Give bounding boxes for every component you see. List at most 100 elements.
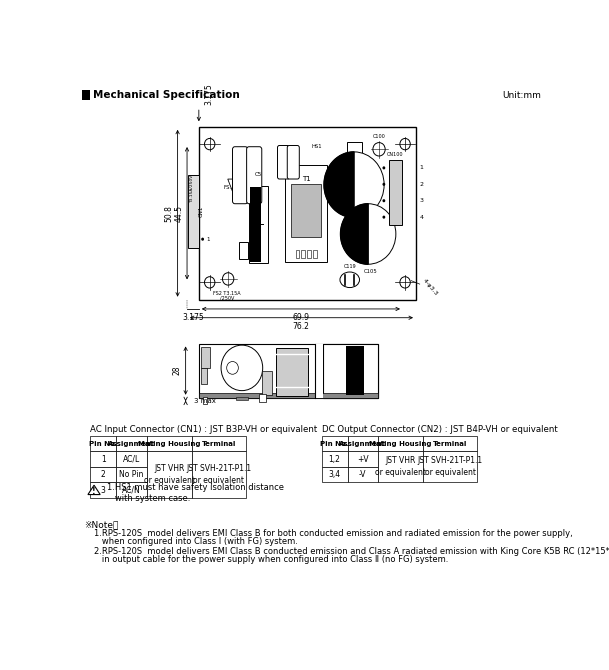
Circle shape [340,204,396,264]
Bar [315,344,323,398]
Text: T3.15A/250V: T3.15A/250V [190,175,194,203]
Bar [346,346,364,395]
Bar [262,371,272,395]
Bar [347,143,362,153]
Text: 3,4: 3,4 [328,470,340,479]
Text: in output cable for the power supply when configured into Class Ⅱ (no FG) system: in output cable for the power supply whe… [94,555,448,563]
Bar [322,452,348,467]
Text: C119: C119 [343,264,356,269]
Bar [348,452,378,467]
Bar [259,395,266,402]
Text: C5: C5 [255,172,262,177]
Text: No Pin: No Pin [119,470,144,479]
Text: 3.175: 3.175 [182,313,204,322]
Text: 76.2: 76.2 [292,322,309,331]
Text: 2: 2 [101,470,105,479]
Text: -V: -V [359,470,367,479]
Text: +V: +V [357,454,368,464]
Text: 69.9: 69.9 [292,313,309,322]
Text: Pin No.: Pin No. [89,441,118,447]
Text: 3: 3 [420,198,424,203]
Text: C100: C100 [373,135,386,139]
Bar [90,436,116,452]
Text: 2: 2 [420,182,424,187]
Bar [90,482,116,498]
Text: Assignment: Assignment [108,441,155,447]
Text: C1: C1 [250,248,256,253]
Text: AC/N: AC/N [122,486,141,494]
Bar [192,452,246,498]
Polygon shape [340,204,368,264]
Text: C105: C105 [364,269,378,275]
Text: 4: 4 [420,214,424,220]
Text: 44.5: 44.5 [174,205,183,222]
Text: Assignment: Assignment [339,441,387,447]
Bar [292,184,321,237]
Bar [285,165,328,262]
Circle shape [373,143,385,156]
Text: 1: 1 [420,165,424,170]
Circle shape [222,273,234,285]
Bar [322,436,348,452]
Text: ※Note：: ※Note： [85,520,119,529]
Bar [236,397,248,401]
Text: HS1: HS1 [311,144,322,149]
Bar [201,347,210,368]
Circle shape [382,166,385,170]
Bar [116,482,147,498]
Text: 1.RPS-120S  model delivers EMI Class B for both conducted emission and radiated : 1.RPS-120S model delivers EMI Class B fo… [94,529,573,538]
Bar [323,344,378,398]
Bar [378,436,423,452]
Text: 1: 1 [206,237,209,242]
Text: JST SVH-21T-P1.1
or equivalent: JST SVH-21T-P1.1 or equivalent [186,464,252,485]
Text: 28: 28 [173,366,182,375]
Bar [201,368,208,384]
Bar [295,250,299,258]
Text: CN100: CN100 [387,151,404,157]
Text: JST VHR
or equivalent: JST VHR or equivalent [144,464,195,485]
Text: 50.8: 50.8 [165,205,174,222]
Bar [90,452,116,467]
Bar [239,242,248,259]
FancyBboxPatch shape [247,147,262,204]
Text: SVR1: SVR1 [348,156,361,161]
Bar [322,467,348,482]
Bar [192,436,246,452]
Text: 1,2: 1,2 [329,454,340,464]
Text: Terminal: Terminal [433,441,467,447]
Text: /250V: /250V [220,296,234,301]
Circle shape [324,152,384,218]
Text: with system case.: with system case. [107,494,190,502]
Text: DC Output Connector (CN2) : JST B4P-VH or equivalent: DC Output Connector (CN2) : JST B4P-VH o… [322,425,557,433]
Text: AC Input Connector (CN1) : JST B3P-VH or equivalent: AC Input Connector (CN1) : JST B3P-VH or… [90,425,317,433]
Circle shape [400,139,410,150]
Text: 1: 1 [101,454,105,464]
Bar [116,467,147,482]
Bar [147,452,192,498]
Circle shape [227,362,238,375]
Text: 3: 3 [101,486,106,494]
Circle shape [400,277,410,288]
Bar [250,187,261,262]
Text: 3 max: 3 max [194,398,216,404]
Circle shape [205,277,215,288]
Text: Mechanical Specification: Mechanical Specification [93,90,240,100]
Text: Mating Housing: Mating Housing [369,441,432,447]
Circle shape [382,199,385,202]
Ellipse shape [340,272,359,287]
Bar [116,436,147,452]
Circle shape [221,345,262,391]
Bar [389,159,402,225]
FancyBboxPatch shape [287,145,299,179]
Circle shape [205,139,215,150]
Bar [199,127,416,299]
Bar [308,250,311,258]
Text: 2.RPS-120S  model delivers EMI Class B conducted emission and Class A radiated e: 2.RPS-120S model delivers EMI Class B co… [94,547,609,556]
Text: T1: T1 [302,176,311,182]
Text: when configured into Class Ⅰ (with FG) system.: when configured into Class Ⅰ (with FG) s… [94,537,298,546]
Bar [248,186,269,263]
Text: Terminal: Terminal [202,441,236,447]
Polygon shape [324,152,354,218]
Text: Unit:mm: Unit:mm [502,91,541,100]
Bar [276,348,308,395]
